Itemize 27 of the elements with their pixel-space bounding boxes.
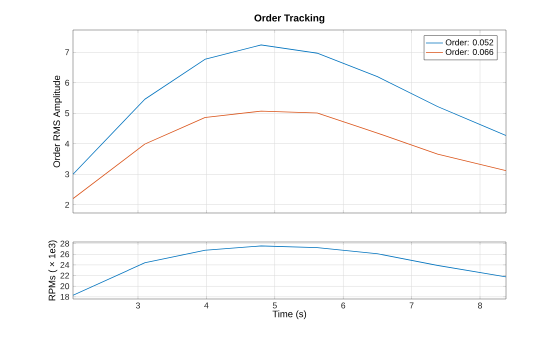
y-tick-label: 2 xyxy=(65,202,70,208)
x-tick-label: 3 xyxy=(136,302,140,309)
y-tick-label: 24 xyxy=(60,262,70,268)
y-tick-label: 22 xyxy=(60,272,70,279)
y-tick-label: 4 xyxy=(64,140,70,147)
line-series xyxy=(73,246,506,296)
y-tick-label: 20 xyxy=(60,283,70,290)
y-tick-label: 18 xyxy=(60,294,70,300)
line-series xyxy=(73,110,506,200)
y-axis-title: RPMs ( × 1e3) xyxy=(48,240,58,300)
x-tick-label: 6 xyxy=(341,302,346,309)
y-axis-title: Order RMS Amplitude xyxy=(53,76,62,168)
y-tick-label: 28 xyxy=(60,240,70,247)
y-tick-label: 7 xyxy=(65,49,70,56)
legend-label: Order: 0.052 xyxy=(446,39,494,46)
y-tick-label: 26 xyxy=(60,251,70,258)
x-tick-label: 7 xyxy=(410,302,414,308)
x-axis-title: Time (s) xyxy=(272,310,306,320)
x-tick-label: 8 xyxy=(478,302,482,309)
y-tick-label: 3 xyxy=(65,171,70,178)
y-tick-label: 5 xyxy=(65,110,70,116)
chart-title: Order Tracking xyxy=(254,14,324,24)
x-tick-label: 5 xyxy=(272,302,277,308)
line-series xyxy=(73,44,506,175)
legend-label: Order: 0.066 xyxy=(446,48,494,56)
x-tick-label: 4 xyxy=(204,302,209,308)
y-tick-label: 6 xyxy=(65,80,70,86)
